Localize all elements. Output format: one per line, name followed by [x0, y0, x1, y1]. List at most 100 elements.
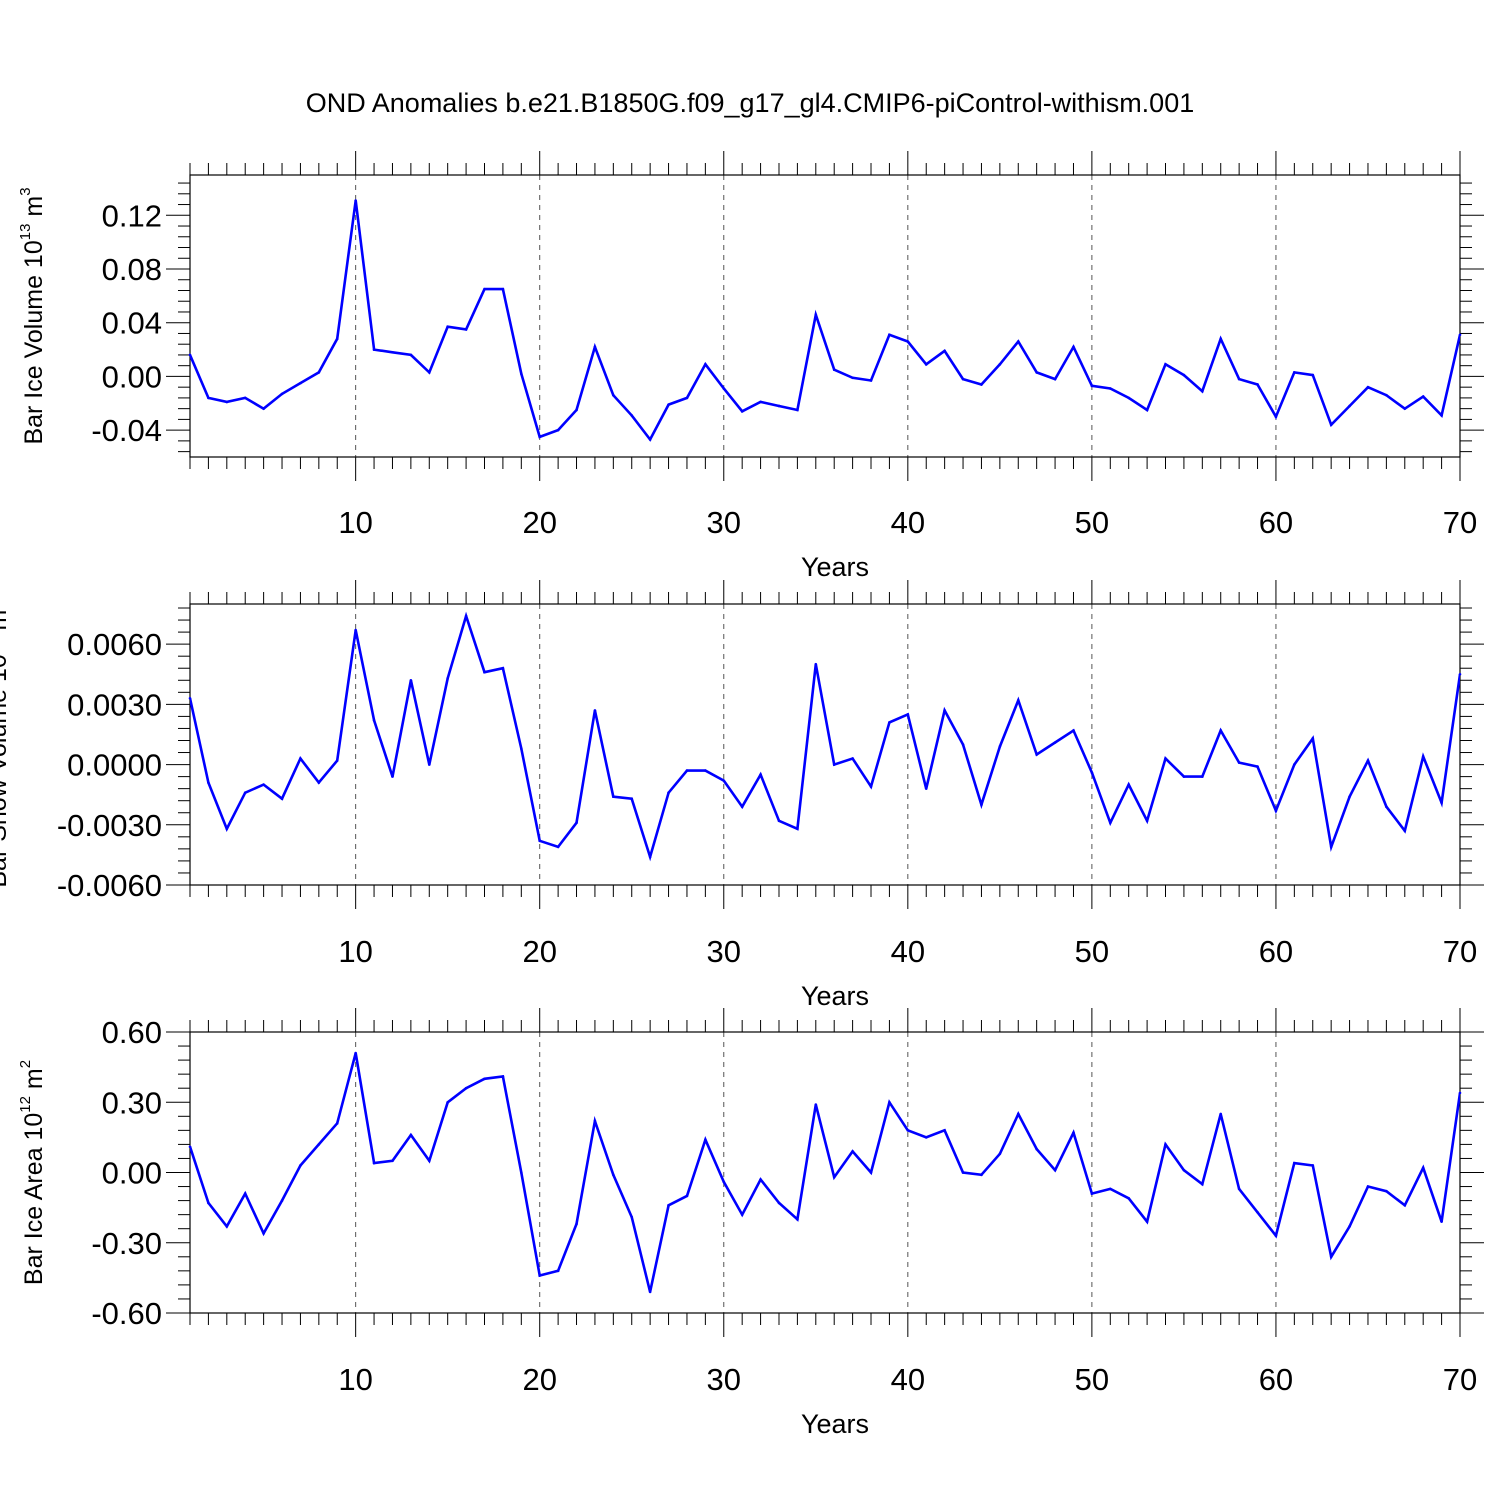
data-point — [464, 1086, 468, 1090]
data-point — [630, 797, 634, 800]
data-point — [906, 713, 910, 716]
data-point — [777, 819, 781, 823]
data-point — [612, 795, 615, 798]
data-point — [1016, 1112, 1020, 1116]
data-point — [1385, 393, 1388, 397]
data-point — [207, 781, 210, 784]
data-point — [1090, 771, 1094, 774]
data-point — [1256, 1211, 1259, 1214]
data-point — [280, 1199, 284, 1202]
data-point — [225, 400, 229, 404]
x-tick-label: 20 — [522, 1362, 556, 1397]
x-axis-label: Years — [801, 552, 869, 582]
x-tick-label: 60 — [1259, 1362, 1293, 1397]
data-point — [1182, 1168, 1186, 1172]
plot-frame — [189, 1031, 1461, 1314]
data-point — [667, 403, 670, 406]
data-point — [869, 785, 873, 788]
data-point — [1016, 340, 1020, 343]
data-point — [317, 781, 321, 784]
data-point — [685, 769, 689, 772]
data-point — [391, 775, 394, 778]
data-point — [796, 408, 799, 412]
data-point — [335, 1122, 339, 1125]
data-point — [1145, 408, 1149, 412]
data-point — [464, 328, 468, 331]
y-axis-label-unit: m — [0, 610, 12, 638]
data-point — [1329, 845, 1333, 849]
data-point — [998, 1152, 1002, 1156]
y-axis-label-main: Bar Ice Area 10 — [20, 1113, 48, 1285]
data-point — [299, 1164, 302, 1167]
data-point — [1108, 387, 1112, 390]
data-point — [1201, 775, 1204, 778]
data-point — [869, 379, 873, 382]
data-point — [1274, 415, 1278, 419]
y-axis-label-main: Bar Snow Volume 10 — [0, 654, 12, 887]
data-point — [1256, 383, 1259, 386]
data-point — [1072, 345, 1075, 349]
data-point — [1201, 389, 1204, 393]
data-point — [335, 759, 339, 762]
data-point — [520, 1171, 523, 1174]
data-point — [372, 719, 376, 722]
data-point — [1035, 371, 1038, 374]
data-point — [667, 1203, 670, 1207]
data-point — [464, 614, 468, 618]
data-point — [409, 678, 413, 682]
series-line-1 — [190, 200, 1460, 442]
data-point — [796, 827, 799, 831]
data-point — [593, 709, 597, 712]
data-point — [777, 404, 781, 408]
series-line-2 — [190, 611, 1460, 862]
data-point — [1348, 1225, 1351, 1228]
data-point — [593, 345, 597, 349]
data-point — [924, 787, 928, 790]
data-point — [243, 1192, 247, 1195]
data-point — [556, 428, 560, 432]
data-point — [1016, 699, 1020, 702]
y-tick-label: -0.30 — [91, 1226, 162, 1261]
y-tick-label: 0.00 — [102, 1156, 162, 1191]
data-point — [1348, 795, 1351, 798]
data-point — [501, 287, 505, 291]
data-point — [814, 313, 818, 316]
x-tick-label: 30 — [707, 934, 741, 969]
data-point — [243, 396, 247, 400]
data-point — [1421, 1166, 1425, 1170]
data-point — [648, 438, 652, 441]
data-point — [722, 387, 726, 390]
data-point — [1311, 737, 1315, 740]
x-tick-label: 70 — [1443, 505, 1477, 540]
data-point — [538, 435, 542, 439]
x-tick-label: 20 — [522, 505, 556, 540]
y-axis-label: Bar Ice Area 1012 m2 — [17, 1060, 48, 1285]
data-point — [648, 1290, 652, 1294]
data-point — [391, 350, 394, 354]
data-point — [1072, 729, 1075, 732]
x-tick-label: 10 — [338, 1362, 372, 1397]
data-point — [225, 1225, 229, 1228]
data-point — [409, 353, 413, 357]
data-point — [777, 1201, 781, 1205]
data-point — [188, 697, 192, 700]
data-point — [1108, 821, 1112, 825]
data-point — [1072, 1131, 1075, 1134]
data-point — [280, 797, 284, 800]
data-point — [1053, 377, 1057, 381]
data-point — [299, 757, 302, 760]
data-point — [1182, 775, 1186, 778]
data-point — [1145, 819, 1149, 823]
data-point — [630, 1215, 634, 1219]
data-point — [1366, 1185, 1370, 1188]
figure-title: OND Anomalies b.e21.B1850G.f09_g17_gl4.C… — [306, 88, 1194, 118]
y-tick-label: 0.12 — [102, 198, 162, 233]
data-point — [980, 383, 983, 386]
panels: 10 20 30 40 50 60 70 0.12 0.08 0.04 0.00 -0.04 Years… — [0, 151, 1484, 1439]
data-point — [354, 199, 357, 202]
data-point — [612, 1173, 615, 1177]
data-point — [943, 709, 946, 712]
data-point — [1164, 363, 1167, 366]
data-point — [262, 407, 265, 410]
data-point — [1127, 1196, 1130, 1200]
